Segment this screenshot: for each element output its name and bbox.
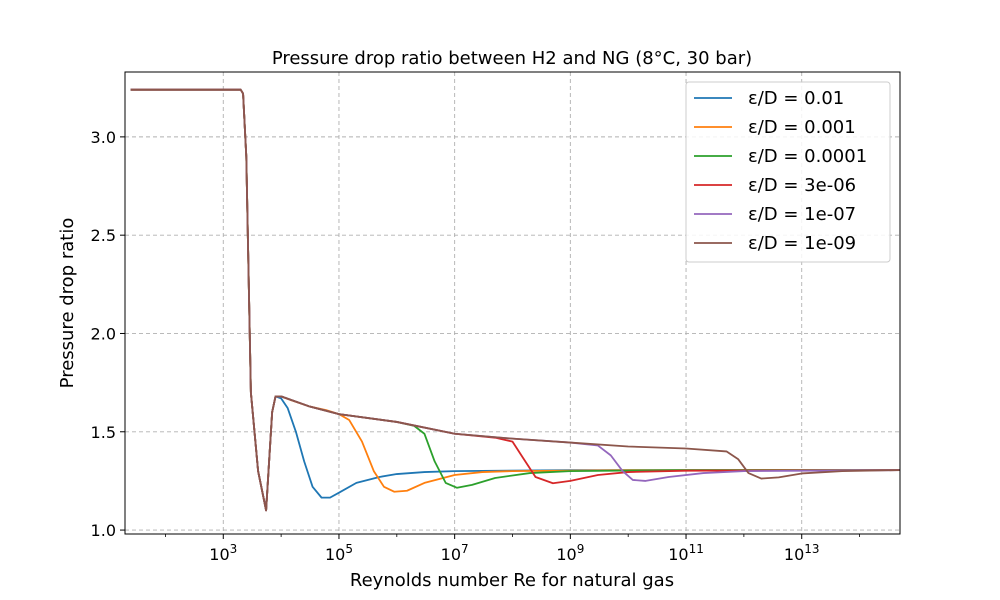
y-tick-label: 2.0: [91, 324, 116, 343]
x-axis-label: Reynolds number Re for natural gas: [350, 570, 674, 591]
x-tick-label: 109: [556, 542, 584, 564]
legend-box: [685, 81, 891, 263]
series-lines: [130, 88, 901, 512]
legend-label-0: ε/D = 0.01: [748, 88, 844, 109]
chart-title: Pressure drop ratio between H2 and NG (8…: [272, 48, 752, 69]
legend: ε/D = 0.01 ε/D = 0.001 ε/D = 0.0001 ε/D = 3…: [685, 81, 891, 263]
x-tick-label: 105: [325, 542, 353, 564]
axis-ticks: 103 105 107 109 1011 1013 1.0 1.5 2.0 2.5 3.0: [91, 128, 860, 564]
y-tick-label: 3.0: [91, 128, 116, 147]
x-tick-label: 103: [209, 542, 237, 564]
x-tick-label: 1013: [784, 542, 820, 564]
y-tick-label: 1.0: [91, 521, 116, 540]
y-axis-label: Pressure drop ratio: [57, 218, 78, 389]
x-tick-label: 107: [441, 542, 469, 564]
legend-label-2: ε/D = 0.0001: [748, 146, 867, 167]
legend-label-1: ε/D = 0.001: [748, 117, 856, 138]
legend-label-4: ε/D = 1e-07: [748, 204, 856, 225]
y-tick-label: 2.5: [91, 226, 116, 245]
y-tick-label: 1.5: [91, 423, 116, 442]
x-tick-label: 1011: [668, 542, 704, 564]
legend-label-3: ε/D = 3e-06: [748, 175, 856, 196]
legend-label-5: ε/D = 1e-09: [748, 233, 856, 254]
series-line-5: [130, 88, 901, 512]
